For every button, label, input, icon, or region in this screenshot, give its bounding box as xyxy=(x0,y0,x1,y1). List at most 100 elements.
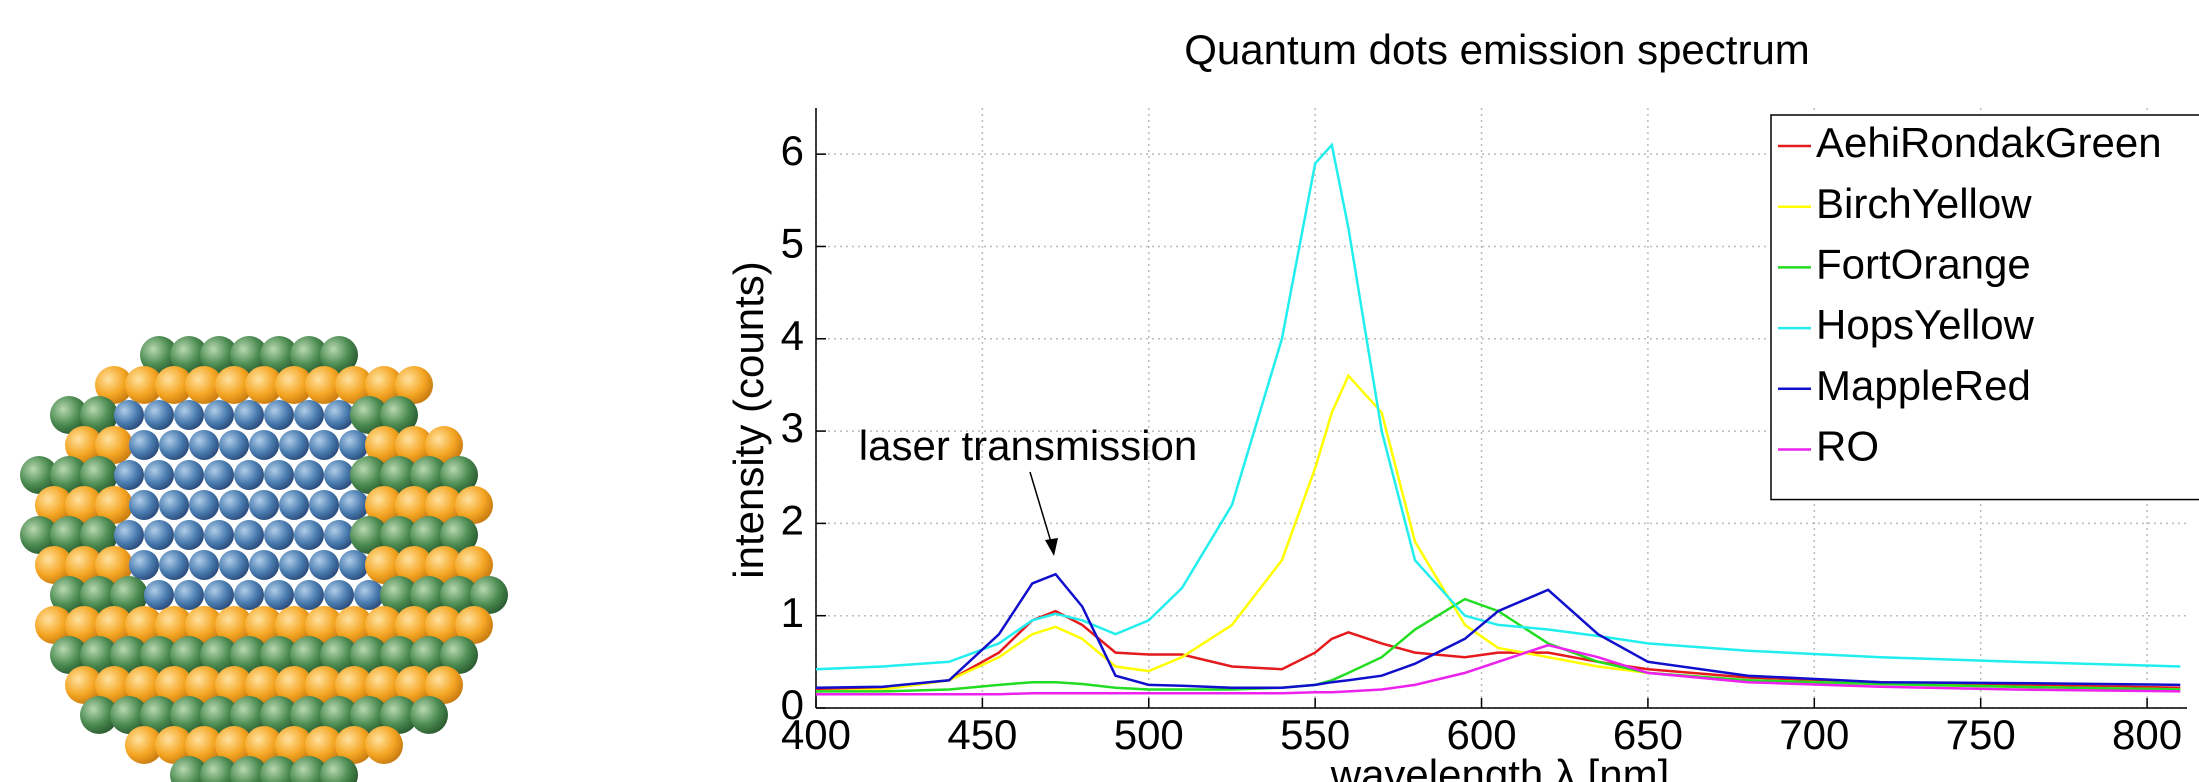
sphere-dot xyxy=(455,486,493,524)
sphere-dot xyxy=(230,336,268,374)
series-line xyxy=(815,609,2181,691)
sphere-dot xyxy=(35,546,73,584)
sphere-dot xyxy=(294,580,324,610)
sphere-dot xyxy=(204,400,234,430)
sphere-dot xyxy=(455,546,493,584)
sphere-dot xyxy=(350,516,388,554)
sphere-dot xyxy=(110,576,148,614)
sphere-dot xyxy=(230,696,268,734)
sphere-dot xyxy=(245,726,283,764)
sphere-dot xyxy=(249,430,279,460)
sphere-dot xyxy=(350,456,388,494)
sphere-dot xyxy=(290,756,328,782)
sphere-dot xyxy=(114,400,144,430)
sphere-dot xyxy=(365,666,403,704)
sphere-dot xyxy=(324,580,354,610)
sphere-dot xyxy=(125,666,163,704)
sphere-dot xyxy=(245,666,283,704)
sphere-dot xyxy=(425,546,463,584)
sphere-dot xyxy=(215,726,253,764)
sphere-dot xyxy=(144,520,174,550)
sphere-dot xyxy=(95,486,133,524)
sphere-dot xyxy=(80,696,118,734)
sphere-dot xyxy=(95,366,133,404)
sphere-dot xyxy=(275,726,313,764)
sphere-dot xyxy=(35,486,73,524)
sphere-dot xyxy=(219,550,249,580)
sphere-dot xyxy=(350,396,388,434)
sphere-dot xyxy=(65,666,103,704)
sphere-dot xyxy=(440,576,478,614)
sphere-dot xyxy=(440,636,478,674)
sphere-dot xyxy=(324,400,354,430)
sphere-dot xyxy=(155,366,193,404)
sphere-dot xyxy=(110,636,148,674)
sphere-dot xyxy=(170,696,208,734)
sphere-dot xyxy=(245,366,283,404)
legend-label: HopsYellow xyxy=(1816,301,2035,348)
sphere-dot xyxy=(425,426,463,464)
sphere-dot xyxy=(155,666,193,704)
sphere-dot xyxy=(129,550,159,580)
sphere-dot xyxy=(95,606,133,644)
sphere-dot xyxy=(410,456,448,494)
sphere-dot xyxy=(380,456,418,494)
sphere-dot xyxy=(249,550,279,580)
sphere-dot xyxy=(365,726,403,764)
legend-label: MappleRed xyxy=(1816,362,2031,409)
sphere-dot xyxy=(380,516,418,554)
sphere-dot xyxy=(309,550,339,580)
sphere-dot xyxy=(234,580,264,610)
sphere-dot xyxy=(380,576,418,614)
sphere-dot xyxy=(50,396,88,434)
sphere-dot xyxy=(80,576,118,614)
sphere-dot xyxy=(140,696,178,734)
sphere-dot xyxy=(114,520,144,550)
sphere-dot xyxy=(395,366,433,404)
annotation-arrowhead xyxy=(1045,538,1058,556)
sphere-dot xyxy=(305,666,343,704)
sphere-dot xyxy=(200,636,238,674)
sphere-dot xyxy=(140,336,178,374)
sphere-dot xyxy=(410,696,448,734)
series-line xyxy=(816,597,2181,693)
sphere-dot xyxy=(114,460,144,490)
series-line xyxy=(816,643,2181,696)
y-tick-label: 1 xyxy=(781,589,804,636)
sphere-dot xyxy=(455,606,493,644)
sphere-dot xyxy=(174,460,204,490)
sphere-dot xyxy=(260,696,298,734)
sphere-dot xyxy=(380,696,418,734)
sphere-dot xyxy=(249,490,279,520)
sphere-dot xyxy=(380,396,418,434)
sphere-dot xyxy=(395,486,433,524)
sphere-dot xyxy=(260,336,298,374)
legend-label: AehiRondakGreen xyxy=(1816,119,2162,166)
sphere-dot xyxy=(159,490,189,520)
y-tick-label: 2 xyxy=(781,496,804,543)
sphere-dot xyxy=(189,430,219,460)
sphere-dot xyxy=(219,490,249,520)
sphere-dot xyxy=(144,580,174,610)
annotation-arrow xyxy=(1029,471,1055,553)
x-tick-label: 650 xyxy=(1613,711,1683,758)
sphere-dot xyxy=(309,430,339,460)
sphere-dot xyxy=(294,400,324,430)
sphere-dot xyxy=(129,430,159,460)
sphere-dot xyxy=(215,666,253,704)
sphere-dot xyxy=(305,606,343,644)
sphere-dot xyxy=(50,516,88,554)
sphere-dot xyxy=(275,606,313,644)
sphere-dot xyxy=(309,490,339,520)
sphere-dot xyxy=(275,666,313,704)
sphere-dot xyxy=(200,756,238,782)
sphere-dot xyxy=(170,336,208,374)
sphere-dot xyxy=(279,550,309,580)
sphere-dot xyxy=(234,400,264,430)
sphere-dot xyxy=(110,696,148,734)
sphere-dot xyxy=(339,550,369,580)
sphere-dot xyxy=(174,580,204,610)
sphere-dot xyxy=(264,580,294,610)
sphere-dot xyxy=(410,516,448,554)
sphere-dot xyxy=(365,366,403,404)
